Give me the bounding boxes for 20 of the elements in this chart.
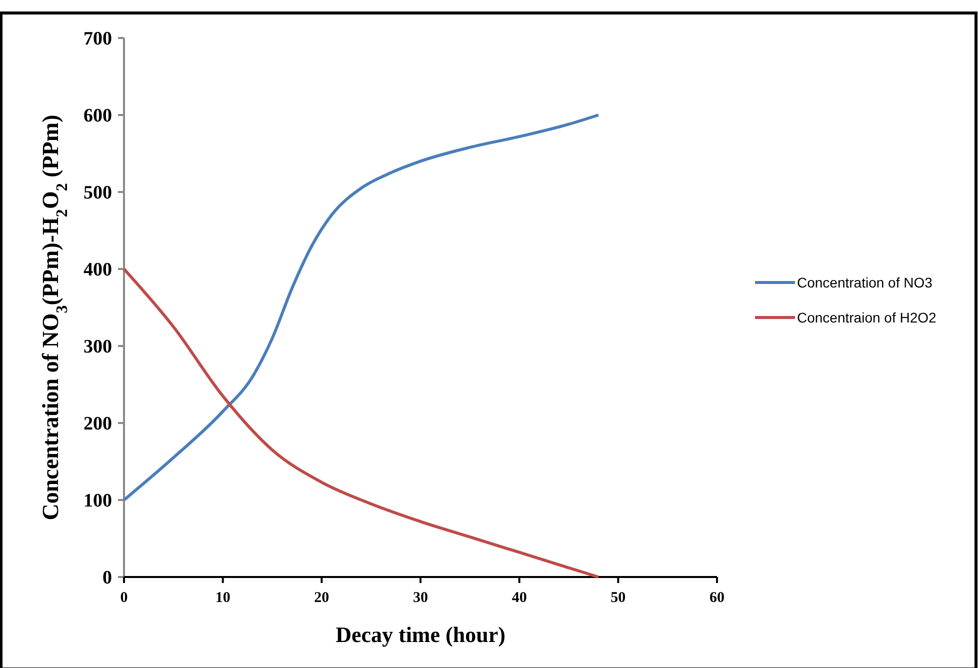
legend-label: Concentraion of H2O2 — [797, 309, 937, 326]
line-series — [122, 114, 600, 502]
y-tick-label: 700 — [84, 28, 112, 50]
y-tick-label: 300 — [84, 336, 112, 358]
x-tick-label: 50 — [610, 590, 626, 606]
x-tick-label: 0 — [120, 590, 128, 606]
x-axis-title: Decay time (hour) — [336, 622, 506, 647]
x-tick-label: 30 — [413, 590, 428, 606]
y-tick-label: 0 — [102, 568, 112, 589]
y-tick-label: 400 — [84, 260, 112, 281]
x-tick-label: 20 — [314, 590, 330, 606]
x-tick-label: 10 — [215, 590, 230, 606]
y-tick-label: 100 — [84, 490, 112, 512]
y-tick-label: 500 — [84, 182, 112, 204]
legend-label: Concentration of NO3 — [797, 274, 933, 290]
x-tick-label: 60 — [710, 590, 724, 606]
y-tick-label: 600 — [84, 106, 112, 127]
y-tick-label: 200 — [84, 414, 112, 435]
x-tick-label: 40 — [512, 590, 527, 606]
line-series — [122, 268, 600, 578]
